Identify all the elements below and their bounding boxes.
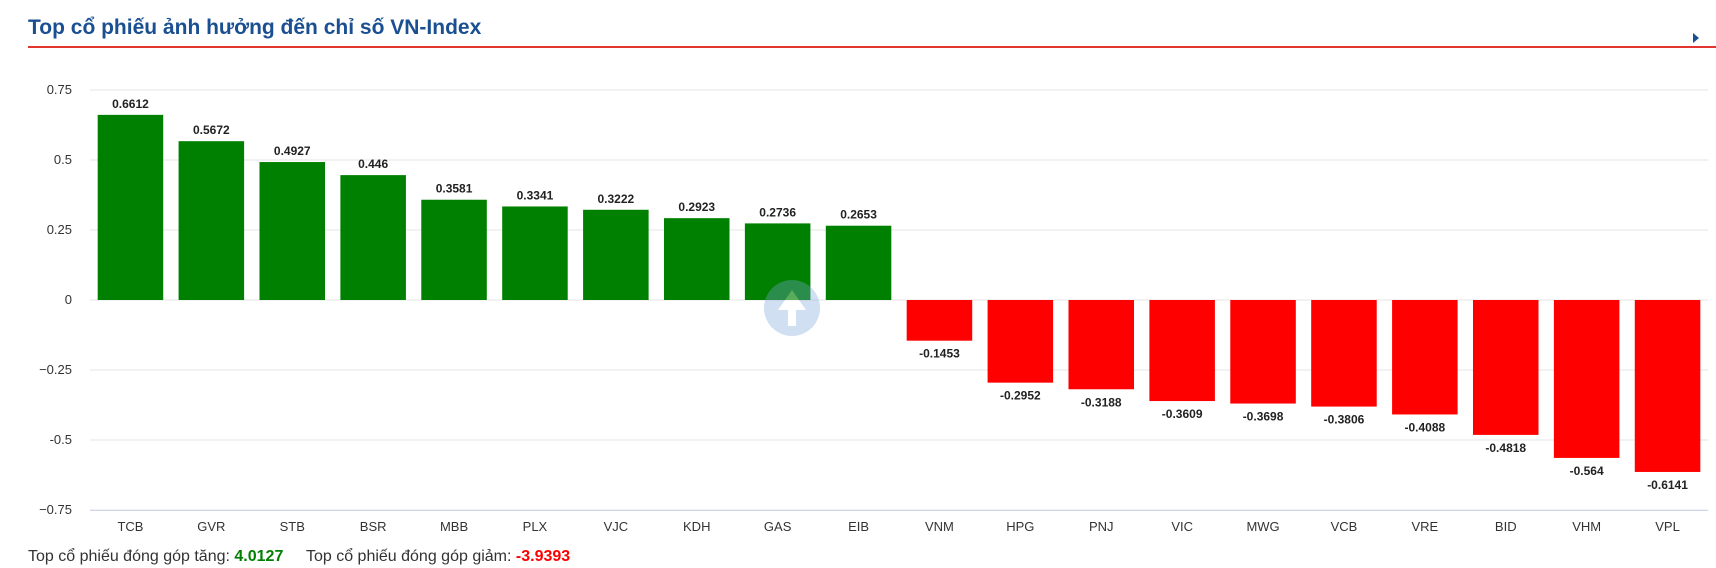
data-label: 0.5672	[193, 123, 230, 137]
y-tick-label: −0.25	[39, 362, 72, 377]
y-tick-label: −0.75	[39, 502, 72, 517]
data-label: 0.3581	[436, 182, 473, 196]
x-tick-label: EIB	[848, 519, 869, 534]
bar	[987, 300, 1054, 383]
bar	[1634, 300, 1701, 472]
up-label: Top cổ phiếu đóng góp tăng:	[28, 548, 230, 565]
page-title: Top cổ phiếu ảnh hưởng đến chỉ số VN-Ind…	[28, 16, 482, 39]
data-label: -0.3609	[1162, 407, 1203, 421]
bar-chart: 0.75 0.5 0.25 0 −0.25 -0.5 −0.75 0.6612 TCB 0.567…	[39, 82, 1708, 534]
down-label: Top cổ phiếu đóng góp giảm:	[305, 548, 512, 565]
bar	[1149, 300, 1215, 402]
y-tick-label: 0.25	[47, 222, 72, 237]
bar	[1230, 300, 1296, 404]
x-tick-label: VPL	[1655, 519, 1680, 534]
x-tick-label: VIC	[1171, 519, 1193, 534]
data-label: 0.2736	[759, 205, 796, 219]
bar	[663, 218, 730, 300]
data-label: -0.564	[1570, 464, 1604, 478]
contribution-summary: Top cổ phiếu đóng góp tăng: 4.0127 Top c…	[28, 548, 570, 566]
x-tick-label: VCB	[1331, 519, 1358, 534]
bar	[340, 175, 406, 300]
y-tick-label: -0.5	[50, 432, 72, 447]
bar	[97, 114, 164, 300]
x-tick-label: GVR	[197, 519, 225, 534]
title-underline	[28, 46, 1716, 48]
watermark-logo-icon	[764, 280, 820, 336]
x-tick-label: PLX	[523, 519, 548, 534]
bar	[178, 141, 245, 300]
x-tick-label: BID	[1495, 519, 1517, 534]
bar	[1068, 300, 1135, 390]
x-tick-label: PNJ	[1089, 519, 1114, 534]
data-label: -0.3698	[1243, 410, 1284, 424]
x-tick-label: STB	[280, 519, 305, 534]
x-tick-label: HPG	[1006, 519, 1034, 534]
bar	[825, 225, 892, 300]
x-tick-label: VHM	[1572, 519, 1601, 534]
bar	[1553, 300, 1620, 458]
x-tick-label: BSR	[360, 519, 387, 534]
x-tick-label: MWG	[1246, 519, 1279, 534]
data-label: 0.2923	[678, 200, 715, 214]
y-tick-label: 0.75	[47, 82, 72, 97]
data-label: -0.4088	[1404, 420, 1445, 434]
x-tick-label: VJC	[604, 519, 629, 534]
bar	[259, 162, 326, 300]
bar	[1311, 300, 1377, 407]
data-label: 0.3222	[597, 192, 634, 206]
bar	[502, 206, 568, 300]
data-label: -0.3806	[1324, 413, 1365, 427]
bar	[421, 199, 487, 300]
chart-header: Top cổ phiếu ảnh hưởng đến chỉ số VN-Ind…	[28, 14, 1706, 54]
up-value: 4.0127	[234, 548, 284, 565]
x-tick-label: VNM	[925, 519, 954, 534]
data-label: 0.3341	[517, 188, 554, 202]
data-label: -0.6141	[1647, 478, 1688, 492]
bar	[744, 223, 811, 300]
x-tick-label: KDH	[683, 519, 710, 534]
bar	[1392, 300, 1458, 415]
bar	[583, 209, 649, 300]
data-label: -0.4818	[1485, 441, 1526, 455]
y-tick-label: 0	[65, 292, 72, 307]
x-tick-label: GAS	[764, 519, 792, 534]
data-label: 0.4927	[274, 144, 311, 158]
x-tick-label: MBB	[440, 519, 468, 534]
data-label: 0.446	[358, 157, 388, 171]
x-tick-label: TCB	[117, 519, 143, 534]
down-value: -3.9393	[515, 548, 571, 565]
data-label: 0.6612	[112, 97, 149, 111]
data-label: -0.2952	[1000, 389, 1041, 403]
data-label: 0.2653	[840, 208, 877, 222]
data-label: -0.3188	[1081, 395, 1122, 409]
data-label: -0.1453	[919, 347, 960, 361]
bar	[906, 300, 973, 341]
expand-arrow-icon[interactable]	[1693, 33, 1699, 43]
x-tick-label: VRE	[1411, 519, 1438, 534]
bar	[1472, 300, 1539, 435]
y-tick-label: 0.5	[54, 152, 72, 167]
